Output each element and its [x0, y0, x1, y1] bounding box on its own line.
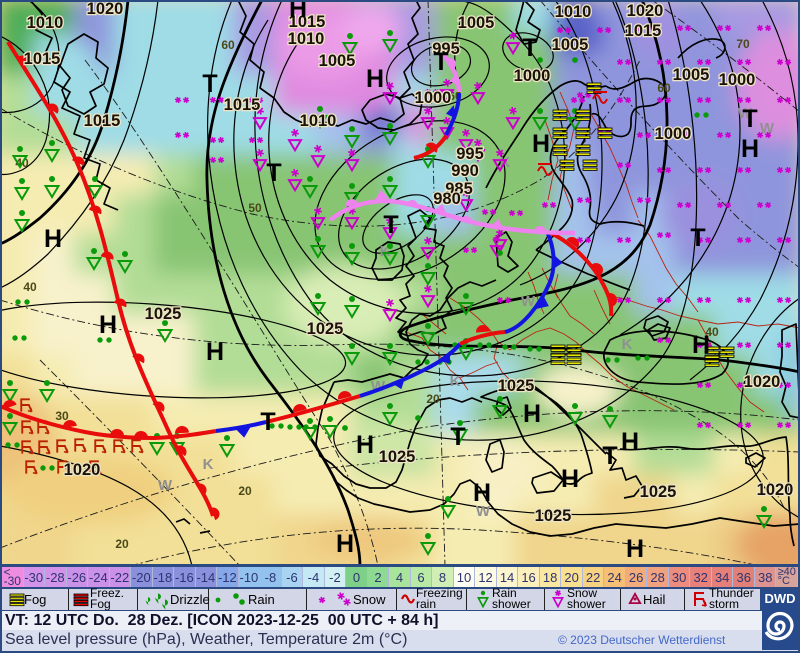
svg-text:H: H: [99, 311, 117, 339]
svg-text:1010: 1010: [555, 3, 592, 21]
svg-text:H: H: [206, 338, 224, 366]
svg-text:W: W: [521, 293, 536, 310]
svg-text:1010: 1010: [27, 14, 64, 32]
svg-text:1020: 1020: [87, 0, 124, 18]
svg-text:1010: 1010: [300, 112, 337, 130]
svg-text:1005: 1005: [673, 66, 710, 84]
svg-text:1000: 1000: [415, 89, 452, 107]
svg-text:1020: 1020: [744, 373, 781, 391]
svg-text:60: 60: [221, 38, 235, 52]
svg-text:T: T: [690, 224, 705, 252]
svg-text:H: H: [289, 0, 307, 23]
svg-text:H: H: [366, 65, 384, 93]
svg-text:1015: 1015: [224, 96, 261, 114]
svg-text:H: H: [692, 331, 710, 359]
svg-text:H: H: [356, 431, 374, 459]
svg-text:T: T: [383, 211, 398, 239]
svg-text:H: H: [621, 428, 639, 456]
svg-text:60: 60: [657, 81, 671, 95]
svg-text:H: H: [561, 465, 579, 493]
svg-text:1000: 1000: [719, 71, 756, 89]
svg-text:K: K: [203, 456, 214, 473]
svg-text:40: 40: [23, 280, 37, 294]
svg-text:H: H: [523, 400, 541, 428]
svg-text:K: K: [450, 373, 461, 390]
svg-text:T: T: [450, 423, 465, 451]
svg-text:995: 995: [432, 40, 460, 58]
svg-text:1020: 1020: [757, 481, 794, 499]
svg-text:1015: 1015: [84, 112, 121, 130]
svg-text:40: 40: [705, 325, 719, 339]
svg-text:1015: 1015: [24, 50, 61, 68]
svg-text:995: 995: [456, 145, 484, 163]
svg-text:H: H: [336, 530, 354, 558]
svg-text:20: 20: [238, 484, 252, 498]
svg-text:20: 20: [426, 392, 440, 406]
svg-text:1005: 1005: [458, 14, 495, 32]
svg-text:20: 20: [115, 537, 129, 551]
svg-text:H: H: [44, 225, 62, 253]
svg-text:T: T: [522, 34, 537, 62]
svg-text:T: T: [266, 159, 281, 187]
svg-text:1025: 1025: [535, 507, 572, 525]
svg-text:W: W: [158, 477, 173, 494]
svg-text:985: 985: [445, 180, 473, 198]
svg-text:W: W: [760, 120, 775, 137]
svg-text:1025: 1025: [498, 377, 535, 395]
svg-text:1025: 1025: [379, 448, 416, 466]
svg-text:H: H: [741, 135, 759, 163]
svg-text:K: K: [380, 243, 391, 260]
svg-text:1015: 1015: [625, 22, 662, 40]
svg-text:1010: 1010: [288, 30, 325, 48]
svg-text:H: H: [532, 130, 550, 158]
svg-text:30: 30: [55, 409, 69, 423]
svg-text:1020: 1020: [64, 461, 101, 479]
svg-text:70: 70: [736, 37, 750, 51]
svg-text:T: T: [742, 105, 757, 133]
svg-text:1000: 1000: [655, 125, 692, 143]
svg-text:1020: 1020: [627, 2, 664, 20]
svg-text:1025: 1025: [145, 305, 182, 323]
svg-text:T: T: [602, 442, 617, 470]
svg-text:1025: 1025: [307, 320, 344, 338]
svg-text:K: K: [622, 336, 633, 353]
svg-text:W: W: [476, 503, 491, 520]
svg-text:T: T: [433, 48, 448, 76]
svg-text:990: 990: [451, 162, 479, 180]
svg-text:50: 50: [248, 201, 262, 215]
svg-text:H: H: [473, 479, 491, 507]
svg-text:1005: 1005: [552, 36, 589, 54]
svg-text:980: 980: [433, 190, 461, 208]
svg-text:T: T: [260, 408, 275, 436]
svg-text:T: T: [202, 70, 217, 98]
svg-text:W: W: [738, 105, 753, 122]
svg-text:1005: 1005: [319, 52, 356, 70]
svg-text:1015: 1015: [289, 13, 326, 31]
svg-text:H: H: [626, 535, 644, 563]
svg-text:1025: 1025: [640, 483, 677, 501]
svg-text:1000: 1000: [514, 67, 551, 85]
